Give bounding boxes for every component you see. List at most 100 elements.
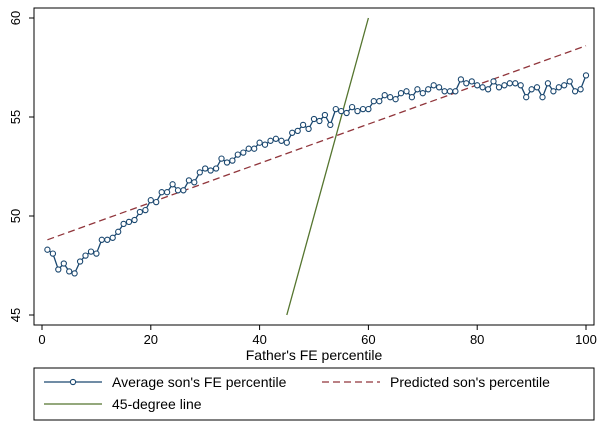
data-point (327, 121, 334, 129)
y-tick-label: 55 (8, 110, 23, 124)
data-point (425, 86, 432, 93)
x-tick-label: 80 (470, 332, 484, 347)
data-point (223, 159, 231, 166)
data-point (528, 86, 535, 93)
data-point (169, 181, 176, 188)
data-point (512, 80, 519, 87)
data-point (202, 165, 209, 172)
data-point (120, 220, 127, 228)
data-point (272, 135, 280, 142)
data-point (457, 76, 465, 83)
data-point (484, 86, 492, 93)
data-point (49, 250, 57, 257)
data-point (44, 246, 51, 253)
y-tick-label: 60 (8, 11, 23, 25)
series-line-0 (47, 75, 587, 275)
data-point (310, 115, 318, 123)
data-point (403, 88, 410, 95)
data-point (267, 137, 274, 144)
data-point (55, 266, 62, 273)
data-point (60, 260, 67, 267)
data-point (474, 82, 481, 89)
data-point (408, 94, 416, 101)
data-point (218, 155, 225, 162)
data-point (180, 187, 187, 194)
data-point (66, 268, 73, 275)
data-point (283, 139, 290, 146)
data-point (82, 252, 89, 259)
data-point (452, 88, 459, 95)
data-point (441, 88, 448, 95)
data-point (506, 80, 513, 87)
data-point (376, 98, 383, 105)
x-tick-label: 20 (144, 332, 158, 347)
data-point (185, 177, 193, 184)
data-point (354, 107, 361, 115)
data-point (98, 236, 105, 243)
data-point (523, 94, 530, 101)
data-point (435, 84, 443, 91)
data-point (555, 84, 562, 91)
legend-marker (69, 378, 77, 386)
data-point (158, 189, 165, 196)
legend-label-1: Predicted son's percentile (390, 374, 550, 390)
series-line-1 (47, 45, 587, 241)
data-point (479, 84, 486, 91)
legend-box (33, 367, 595, 421)
data-point (577, 86, 584, 93)
data-point (387, 94, 394, 101)
data-point (419, 90, 426, 97)
data-point (517, 82, 524, 89)
data-point (468, 78, 475, 85)
y-tick-label: 45 (8, 308, 23, 322)
data-point (338, 107, 345, 115)
data-point (397, 90, 405, 97)
data-point (212, 165, 220, 172)
data-point (109, 234, 116, 241)
data-point (234, 151, 241, 158)
x-axis-title: Father's FE percentile (246, 347, 383, 363)
data-point (446, 88, 454, 95)
data-point (550, 88, 557, 95)
data-point (71, 270, 78, 277)
x-tick-label: 40 (252, 332, 266, 347)
plot-frame (33, 7, 595, 326)
data-point (305, 125, 312, 133)
data-point (261, 141, 269, 148)
legend-label-0: Average son's FE percentile (112, 374, 287, 390)
data-point (294, 127, 301, 135)
legend: Average son's FE percentile Predicted son… (33, 367, 595, 421)
data-point (240, 149, 247, 156)
data-point (495, 84, 503, 91)
data-point (359, 105, 367, 113)
data-point (278, 137, 285, 144)
data-point (544, 80, 552, 87)
data-point (392, 96, 399, 103)
data-point (245, 145, 252, 152)
data-point (381, 92, 388, 99)
data-point (299, 121, 307, 129)
data-point (87, 248, 95, 255)
data-point (131, 216, 138, 224)
x-tick-label: 100 (575, 332, 597, 347)
data-point (490, 78, 497, 85)
data-point (125, 218, 133, 226)
data-point (76, 258, 84, 265)
data-point (561, 82, 568, 89)
data-point (571, 88, 579, 95)
data-point (321, 111, 329, 119)
data-point (229, 157, 236, 164)
data-point (163, 189, 171, 196)
data-point (251, 145, 258, 152)
data-point (256, 139, 263, 146)
x-tick-label: 60 (361, 332, 375, 347)
data-point (191, 179, 198, 186)
data-point (343, 109, 350, 117)
data-point (463, 80, 470, 87)
y-tick-label: 50 (8, 209, 23, 223)
data-point (196, 169, 203, 176)
data-point (316, 117, 323, 125)
data-point (365, 105, 372, 113)
series-line-2 (286, 17, 370, 316)
